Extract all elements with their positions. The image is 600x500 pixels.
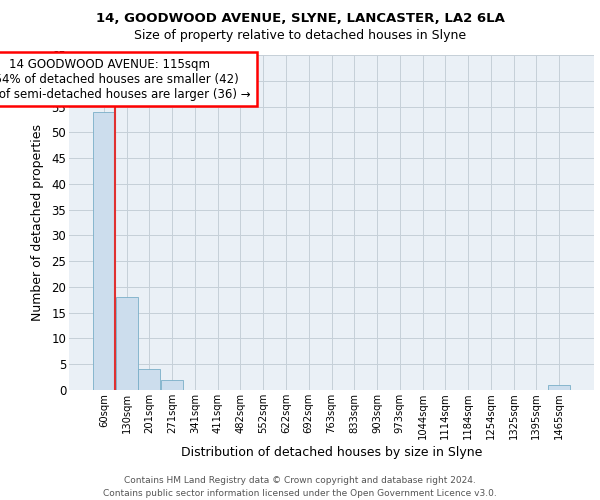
Text: 14, GOODWOOD AVENUE, SLYNE, LANCASTER, LA2 6LA: 14, GOODWOOD AVENUE, SLYNE, LANCASTER, L… xyxy=(95,12,505,26)
Text: Contains HM Land Registry data © Crown copyright and database right 2024.
Contai: Contains HM Land Registry data © Crown c… xyxy=(103,476,497,498)
Bar xyxy=(93,112,115,390)
Bar xyxy=(161,380,183,390)
Bar xyxy=(139,370,160,390)
X-axis label: Distribution of detached houses by size in Slyne: Distribution of detached houses by size … xyxy=(181,446,482,460)
Text: Size of property relative to detached houses in Slyne: Size of property relative to detached ho… xyxy=(134,29,466,42)
Y-axis label: Number of detached properties: Number of detached properties xyxy=(31,124,44,321)
Text: 14 GOODWOOD AVENUE: 115sqm
← 54% of detached houses are smaller (42)
46% of semi: 14 GOODWOOD AVENUE: 115sqm ← 54% of deta… xyxy=(0,58,251,100)
Bar xyxy=(548,385,570,390)
Bar xyxy=(116,297,138,390)
